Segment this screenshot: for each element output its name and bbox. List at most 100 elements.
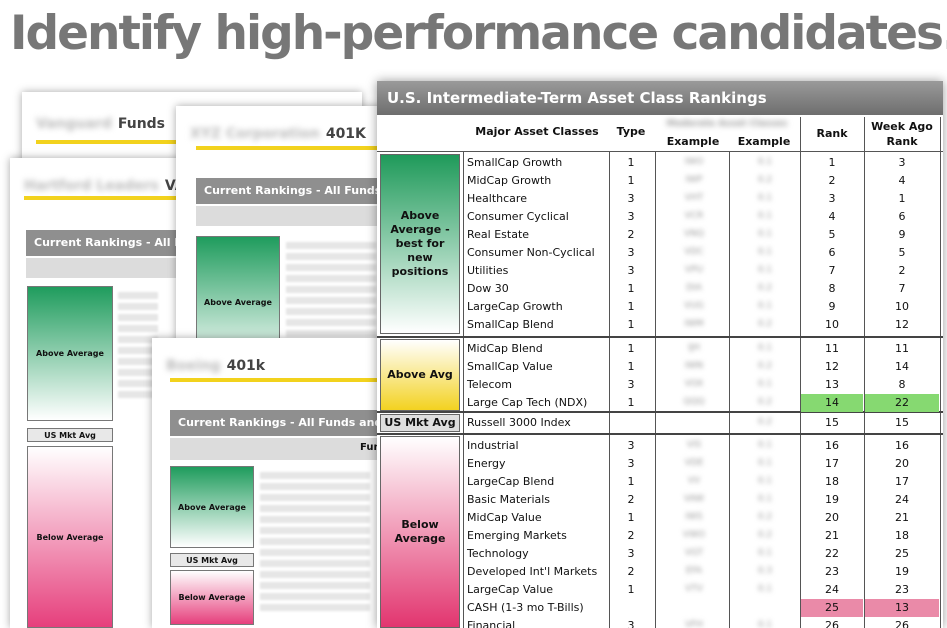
card-underline — [196, 146, 386, 150]
asset-class-name: Emerging Markets — [467, 529, 567, 542]
card-name-blurred: Hartford Leaders — [24, 178, 159, 194]
example-2-blurred: 0.1 — [757, 301, 773, 311]
example-2-blurred: 0.1 — [757, 229, 773, 239]
rank-value: 17 — [825, 457, 839, 470]
card-underline — [36, 140, 276, 144]
rankings-subbar — [196, 206, 386, 226]
table-row: MidCap Growth 1 IWP 0.2 2 4 — [377, 172, 943, 190]
week-ago-rank-value: 25 — [895, 547, 909, 560]
asset-class-type: 3 — [627, 547, 635, 560]
card-title: Hartford LeadersVA — [24, 178, 186, 194]
rank-value: 20 — [825, 511, 839, 524]
asset-class-type: 3 — [627, 378, 635, 391]
example-2-blurred: 0.1 — [757, 265, 773, 275]
asset-class-type: 1 — [627, 300, 635, 313]
asset-class-type: 1 — [627, 174, 635, 187]
asset-class-name: Dow 30 — [467, 282, 509, 295]
asset-class-name: CASH (1-3 mo T-Bills) — [467, 601, 584, 614]
table-row: Consumer Non-Cyclical 3 VDC 0.1 6 5 — [377, 244, 943, 262]
example-1-blurred: QQQ — [683, 397, 705, 407]
example-1-blurred: VUG — [684, 301, 704, 311]
example-1-blurred: IWM — [684, 319, 704, 329]
example-2-blurred: 0.1 — [757, 211, 773, 221]
table-row: CASH (1-3 mo T-Bills) 25 13 — [377, 599, 943, 617]
card-title: Vanguard Funds — [36, 116, 165, 132]
example-2-blurred: 0.1 — [757, 620, 773, 628]
section-separator — [377, 336, 943, 338]
asset-class-type: 1 — [627, 282, 635, 295]
table-row: Financial 3 VFH 0.1 26 26 — [377, 617, 943, 628]
asset-class-type: 2 — [627, 228, 635, 241]
asset-class-name: Industrial — [467, 439, 519, 452]
asset-class-type: 1 — [627, 156, 635, 169]
table-row: SmallCap Blend 1 IWM 0.2 10 12 — [377, 316, 943, 334]
example-2-blurred: 0.1 — [757, 458, 773, 468]
above-average-box: Above Average — [27, 286, 113, 421]
week-ago-rank-value: 18 — [895, 529, 909, 542]
asset-class-type: 2 — [627, 529, 635, 542]
rank-value: 16 — [825, 439, 839, 452]
rank-value: 1 — [828, 156, 836, 169]
example-2-blurred: 0.2 — [757, 175, 773, 185]
week-ago-rank-value: 20 — [895, 457, 909, 470]
rank-value: 15 — [825, 416, 839, 429]
table-row: MidCap Blend 1 IJH 0.1 11 11 — [377, 340, 943, 358]
asset-class-name: Large Cap Tech (NDX) — [467, 396, 588, 409]
asset-class-name: SmallCap Blend — [467, 318, 554, 331]
asset-class-type: 1 — [627, 511, 635, 524]
card-name-blurred: Vanguard — [36, 116, 112, 132]
rank-value: 14 — [801, 394, 863, 412]
week-ago-rank-value: 15 — [895, 416, 909, 429]
section-separator — [377, 411, 943, 413]
rank-value: 22 — [825, 547, 839, 560]
group-below-average: Below Average — [380, 436, 460, 628]
asset-class-name: Utilities — [467, 264, 509, 277]
section-separator — [377, 433, 943, 435]
asset-class-type: 3 — [627, 210, 635, 223]
example-2-blurred: 0.1 — [757, 476, 773, 486]
table-row: Telecom 3 VOX 0.1 13 8 — [377, 376, 943, 394]
rank-value: 7 — [828, 264, 836, 277]
asset-class-type: 1 — [627, 396, 635, 409]
rank-value: 11 — [825, 342, 839, 355]
week-ago-rank-value: 16 — [895, 439, 909, 452]
col-example-2: Example — [737, 135, 791, 148]
rank-value: 26 — [825, 619, 839, 628]
example-2-blurred: 0.1 — [757, 247, 773, 257]
example-2-blurred: 0.2 — [757, 417, 773, 427]
asset-class-type: 2 — [627, 493, 635, 506]
example-1-blurred: VGT — [684, 548, 704, 558]
card-underline — [170, 378, 392, 382]
rank-value: 10 — [825, 318, 839, 331]
table-title: U.S. Intermediate-Term Asset Class Ranki… — [377, 81, 943, 115]
week-ago-rank-value: 26 — [895, 619, 909, 628]
headline: Identify high-performance candidates. — [10, 6, 947, 61]
example-1-blurred: VTV — [685, 584, 703, 594]
example-2-blurred: 0.3 — [757, 566, 773, 576]
example-1-blurred: EFA — [685, 566, 703, 576]
rank-value: 4 — [828, 210, 836, 223]
asset-class-type: 1 — [627, 360, 635, 373]
above-average-box: Above Average — [170, 466, 254, 548]
col-divider — [463, 151, 464, 628]
asset-class-type: 3 — [627, 264, 635, 277]
rankings-subbar: Fun — [170, 438, 392, 460]
group-above-avg: Above Avg — [380, 339, 460, 411]
col-week-ago-rank: Week Ago Rank — [871, 120, 933, 148]
col-example-1: Example — [666, 135, 720, 148]
rank-value: 2 — [828, 174, 836, 187]
asset-class-type: 3 — [627, 439, 635, 452]
example-2-blurred: 0.1 — [757, 494, 773, 504]
week-ago-rank-value: 7 — [898, 282, 906, 295]
example-2-blurred: 0.1 — [757, 440, 773, 450]
rank-value: 9 — [828, 300, 836, 313]
week-ago-rank-value: 2 — [898, 264, 906, 277]
example-1-blurred: VOX — [684, 379, 704, 389]
week-ago-rank-value: 4 — [898, 174, 906, 187]
example-2-blurred: 0.2 — [757, 319, 773, 329]
blurred-fund-list — [118, 288, 158, 402]
col-divider — [609, 151, 610, 628]
example-2-blurred: 0.2 — [757, 530, 773, 540]
example-2-blurred: 0.1 — [757, 379, 773, 389]
table-row: Industrial 3 VIS 0.1 16 16 — [377, 437, 943, 455]
